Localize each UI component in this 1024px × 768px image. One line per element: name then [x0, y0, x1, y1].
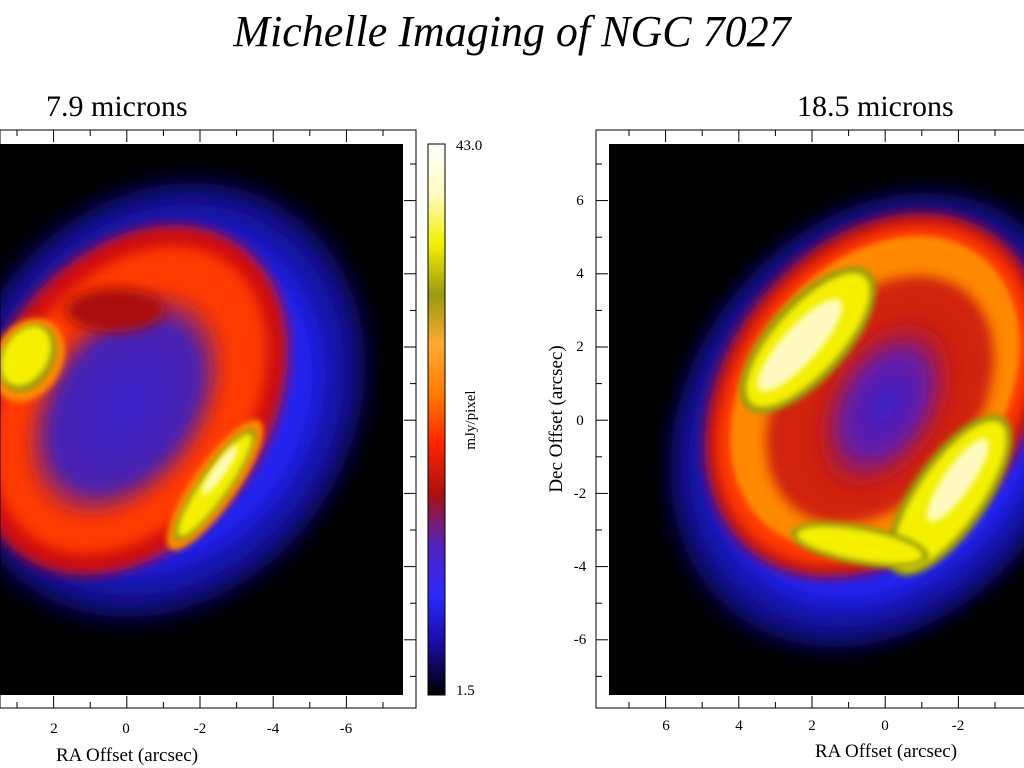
colorbar-max-label: 43.0 — [456, 138, 482, 154]
colorbar-min-label: 1.5 — [456, 683, 475, 699]
left-xtick-label: 0 — [122, 721, 130, 737]
right-ytick-label: -4 — [574, 559, 587, 575]
colorbar: 43.0 1.5 mJy/pixel — [427, 138, 482, 699]
left-plot-frame — [0, 129, 417, 709]
right-xtick-label: 0 — [881, 718, 889, 734]
right-ytick-label: 0 — [576, 413, 584, 429]
right-image — [609, 144, 1024, 695]
left-xtick-label: -4 — [267, 721, 280, 737]
right-xtick-label: 4 — [735, 718, 743, 734]
right-ytick-label: 6 — [576, 193, 584, 209]
colorbar-bar — [427, 143, 446, 696]
right-xtick-label: 2 — [808, 718, 816, 734]
colorbar-unit-label: mJy/pixel — [463, 390, 479, 449]
left-xtick-label: -6 — [340, 721, 353, 737]
left-xaxis-title: RA Offset (arcsec) — [56, 745, 198, 766]
left-xtick-label: -2 — [194, 721, 207, 737]
right-ytick-label: 2 — [576, 339, 584, 355]
right-ytick-label: -6 — [574, 632, 587, 648]
right-plot-frame — [595, 129, 1024, 709]
right-xtick-label: -2 — [952, 718, 965, 734]
left-panel-title: 7.9 microns — [46, 90, 188, 123]
right-panel-title: 18.5 microns — [797, 90, 954, 123]
right-xaxis-title: RA Offset (arcsec) — [815, 741, 957, 762]
left-xtick-label: 2 — [50, 721, 58, 737]
right-yaxis: 6 4 2 0 -2 -4 -6 Dec Offset (arcsec) — [546, 193, 587, 648]
right-ytick-label: -2 — [574, 486, 587, 502]
right-axis-ticks — [596, 130, 996, 708]
right-xtick-label: 6 — [662, 718, 670, 734]
right-ytick-label: 4 — [576, 266, 584, 282]
right-xaxis: 6 4 2 0 -2 RA Offset (arcsec) — [662, 718, 964, 762]
left-xaxis: 2 0 -2 -4 -6 RA Offset (arcsec) — [50, 721, 352, 766]
left-image — [0, 144, 403, 695]
right-yaxis-title: Dec Offset (arcsec) — [546, 345, 567, 492]
page-title: Michelle Imaging of NGC 7027 — [233, 7, 791, 56]
